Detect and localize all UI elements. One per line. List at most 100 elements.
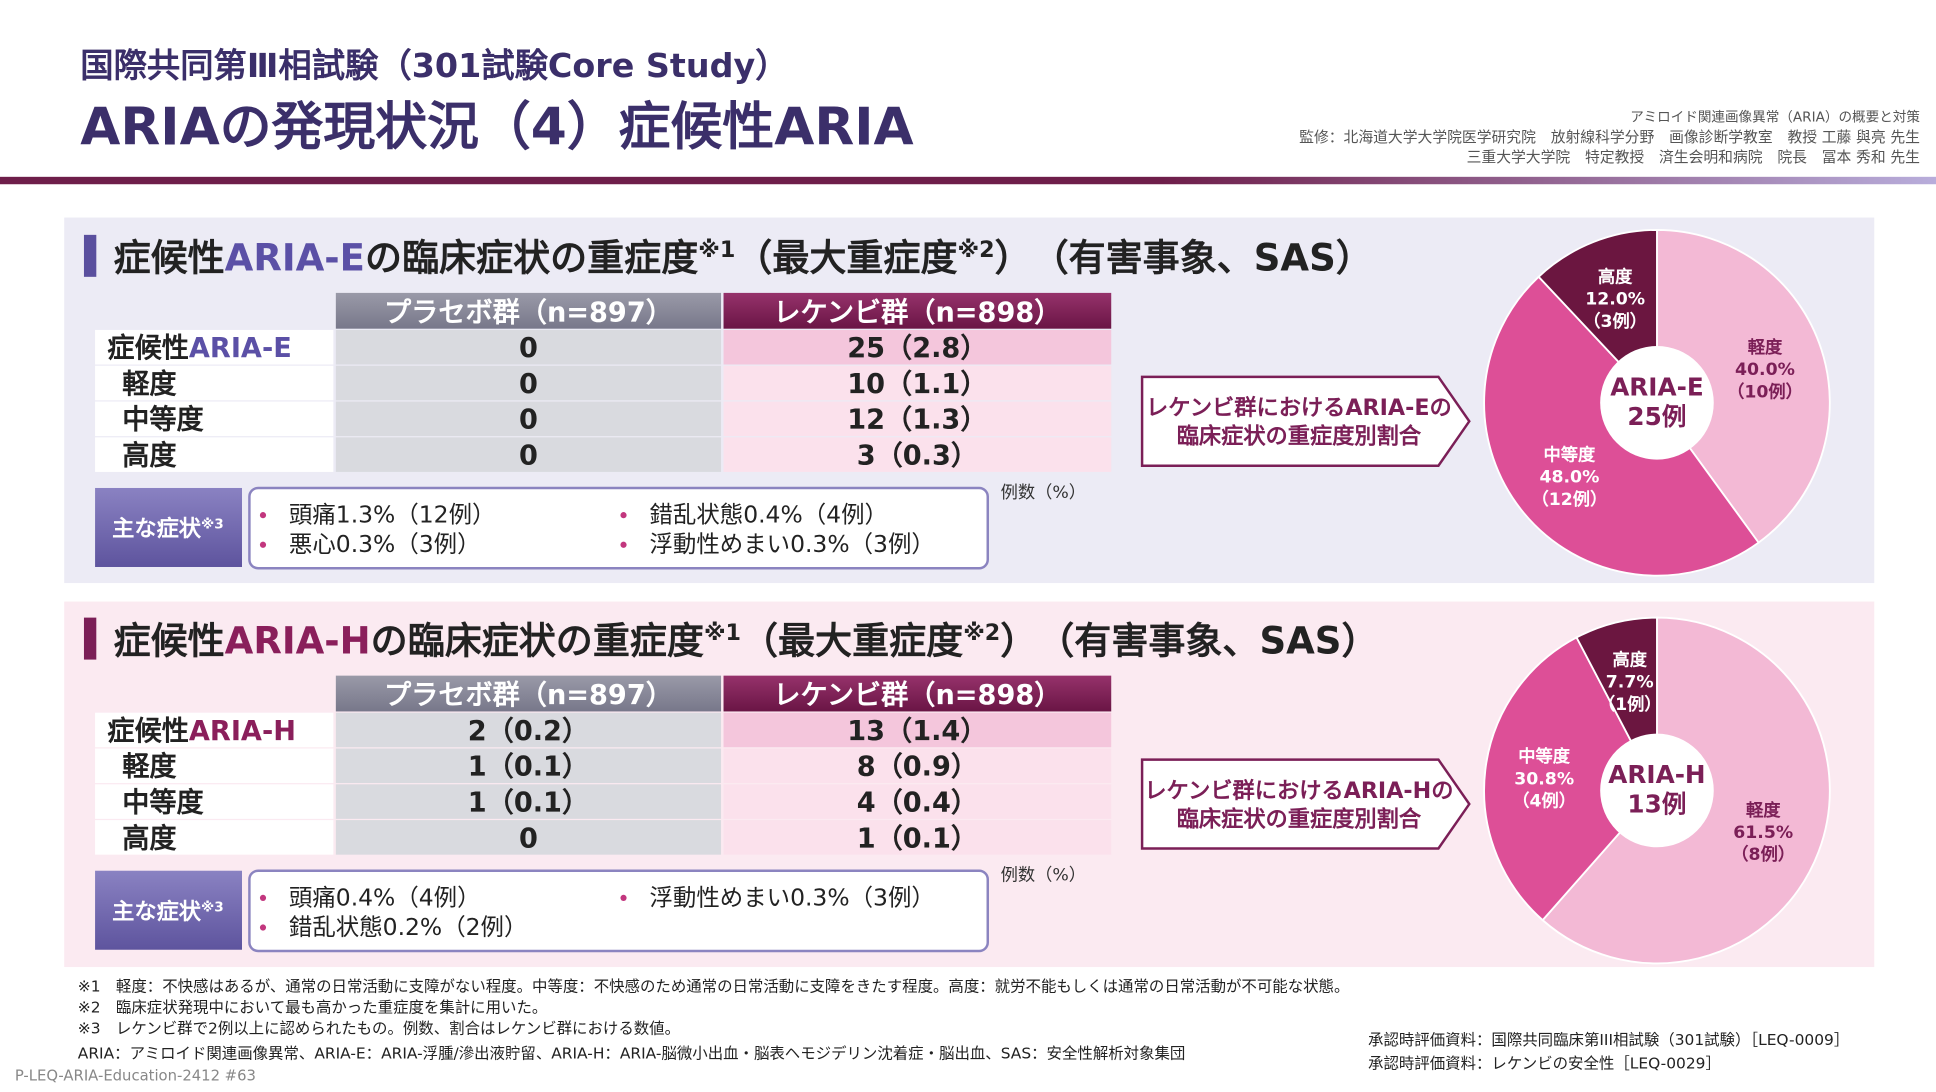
title-part: ※1	[704, 620, 741, 646]
table-value: 0	[519, 369, 538, 400]
row-label-cell	[95, 365, 334, 401]
pie-center-label: ARIA-E	[1610, 372, 1704, 401]
slide-code: P-LEQ-ARIA-Education-2412 #63	[15, 1068, 256, 1085]
table-cell	[723, 329, 1112, 365]
source-line: アミロイド関連画像異常（ARIA）の概要と対策	[1630, 108, 1920, 125]
row-label: 症候性ARIA-H	[107, 716, 296, 747]
title-part: ARIA-E	[225, 237, 365, 280]
pie-value-label: 7.7%	[1606, 673, 1654, 693]
column-header: レケンビ群（n=898）	[773, 680, 1061, 711]
table-cell	[335, 784, 722, 819]
table-value: 0	[519, 405, 538, 436]
section-bar	[83, 617, 97, 660]
table-value: 10（1.1）	[847, 369, 987, 400]
title-part: （最大重症度	[735, 237, 957, 280]
title-part: ※2	[963, 620, 1000, 646]
table-value: 0	[519, 441, 538, 472]
title-part: 症候性	[114, 237, 225, 280]
row-label-part: ARIA-H	[189, 716, 296, 747]
title-part: ） （有害事象、SAS）	[995, 237, 1373, 280]
pie-slice	[1656, 228, 1831, 544]
table-value: 0	[519, 333, 538, 364]
title-part: ※2	[957, 237, 994, 263]
source-line: 三重大学大学院 特定教授 済生会明和病院 院長 冨本 秀和 先生	[1467, 148, 1921, 166]
pie-hole	[1600, 345, 1714, 460]
symptom: 浮動性めまい0.3%（3例）	[649, 883, 934, 911]
pie-category: 軽度	[1748, 337, 1783, 358]
row-label-cell	[95, 329, 334, 365]
symptoms-label-part: ※3	[201, 517, 224, 533]
table-cell	[723, 365, 1112, 401]
symptoms-label: 主な症状※3	[112, 515, 224, 542]
symptoms-box	[248, 486, 989, 570]
row-label-cell	[95, 712, 334, 748]
footnote: ARIA：アミロイド関連画像異常、ARIA-E：ARIA-浮腫/滲出液貯留、AR…	[78, 1043, 1186, 1062]
symptoms-label: 主な症状※3	[112, 898, 224, 925]
pie-count: （3例）	[1583, 311, 1647, 332]
table-cell	[335, 712, 722, 748]
table-value: 25（2.8）	[847, 333, 987, 364]
unit-note: 例数（%）	[1001, 483, 1086, 503]
unit-note: 例数（%）	[1001, 866, 1086, 886]
table-cell	[723, 748, 1112, 784]
bullet	[259, 512, 267, 519]
pie-count: （10例）	[1727, 381, 1803, 402]
header-subtitle: ARIAの発現状況（4）症候性ARIA	[80, 98, 913, 158]
row-label-cell	[95, 820, 334, 855]
table-cell	[723, 401, 1112, 437]
bullet	[620, 541, 627, 548]
pie-center-label: ARIA-H	[1608, 760, 1705, 789]
pie-count: （8例）	[1731, 844, 1795, 865]
column-header: プラセボ群（n=897）	[384, 680, 673, 711]
source-line: 監修：北海道大学大学院医学研究院 放射線科学分野 画像診断学教室 教授 工藤 與…	[1299, 128, 1920, 146]
title-part: ARIA-H	[225, 619, 371, 662]
pie-value-label: 40.0%	[1735, 360, 1795, 380]
symptom: 悪心0.3%（3例）	[289, 530, 481, 558]
header-rule	[0, 176, 1936, 185]
table-value: 1（0.1）	[468, 752, 589, 783]
callout-text: 臨床症状の重症度別割合	[1177, 805, 1422, 832]
bullet	[620, 512, 627, 519]
callout-arrow	[1140, 758, 1471, 850]
table-value: 3（0.3）	[857, 441, 978, 472]
table-cell	[723, 784, 1112, 819]
table-cell	[335, 329, 722, 365]
row-label-cell	[95, 401, 334, 437]
bullet	[259, 541, 267, 548]
pie-center-label: 25例	[1627, 402, 1686, 431]
title-part: ※1	[698, 237, 735, 263]
bullet	[259, 924, 267, 931]
callout-text: 臨床症状の重症度別割合	[1177, 423, 1422, 450]
table-value: 1（0.1）	[857, 823, 978, 854]
footnote: ※2 臨床症状発現中において最も高かった重症度を集計に用いた。	[78, 999, 548, 1017]
bullet	[620, 894, 627, 901]
table-cell	[335, 820, 722, 855]
symptoms-box	[248, 869, 989, 953]
reference: 承認時評価資料：レケンビの安全性［LEQ-0029］	[1368, 1054, 1721, 1072]
symptom: 頭痛1.3%（12例）	[289, 501, 496, 529]
table-value: 12（1.3）	[847, 405, 987, 436]
symptoms-label-box	[95, 870, 242, 950]
symptoms-label-box	[95, 487, 242, 567]
callout-text: レケンビ群におけるARIA-Eの	[1146, 394, 1452, 421]
column-header-cell	[335, 675, 722, 712]
pie-count: （12例）	[1532, 489, 1608, 510]
column-header-cell	[723, 292, 1112, 329]
section: 症候性ARIA-Hの臨床症状の重症度※1（最大重症度※2） （有害事象、SAS）…	[64, 601, 1875, 968]
pie-value-label: 61.5%	[1733, 823, 1793, 843]
table-value: 8（0.9）	[857, 752, 978, 783]
pie-center-label: 13例	[1627, 790, 1686, 819]
pie-category: 中等度	[1518, 746, 1571, 767]
row-label: 軽度	[122, 751, 177, 783]
table-value: 0	[519, 823, 538, 854]
callout-text: レケンビ群におけるARIA-Hの	[1144, 777, 1453, 804]
row-label: 中等度	[122, 786, 204, 818]
pie-category: 軽度	[1746, 800, 1781, 821]
symptom: 浮動性めまい0.3%（3例）	[649, 530, 934, 558]
pie-category: 中等度	[1544, 444, 1597, 465]
title-part: （最大重症度	[741, 619, 963, 662]
section-title: 症候性ARIA-Eの臨床症状の重症度※1（最大重症度※2） （有害事象、SAS）	[114, 237, 1373, 280]
row-label-cell	[95, 748, 334, 784]
row-label-part: 症候性	[107, 333, 188, 364]
